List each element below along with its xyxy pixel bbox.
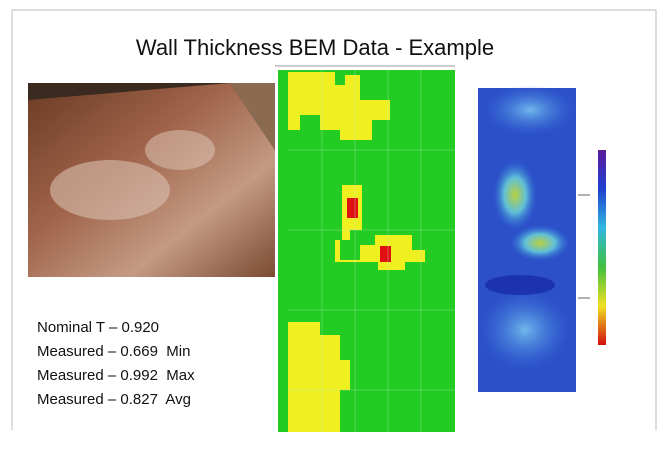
rust-patch — [145, 130, 215, 170]
thickness-grid-map — [278, 70, 455, 432]
slide-title: Wall Thickness BEM Data - Example — [136, 35, 494, 60]
heat-region — [485, 275, 555, 295]
slide: Wall Thickness BEM Data - Example — [0, 0, 668, 457]
reading: Measured – 0.669 Min — [37, 343, 190, 360]
heat-region — [493, 160, 537, 230]
heat-region — [485, 85, 575, 135]
bem-heatmap — [478, 85, 606, 392]
min-spot — [347, 198, 358, 218]
heat-region — [480, 290, 570, 370]
slide-canvas: Wall Thickness BEM Data - Example — [0, 0, 668, 457]
reading: Measured – 0.827 Avg — [37, 391, 191, 408]
color-bar — [598, 150, 606, 345]
min-spot — [380, 246, 391, 262]
pipe-photo — [28, 83, 275, 277]
heat-region — [510, 225, 570, 261]
readings: Nominal T – 0.920 Measured – 0.669 Min M… — [37, 319, 195, 408]
reading: Measured – 0.992 Max — [37, 367, 195, 384]
reading: Nominal T – 0.920 — [37, 319, 159, 336]
rust-patch — [50, 160, 170, 220]
